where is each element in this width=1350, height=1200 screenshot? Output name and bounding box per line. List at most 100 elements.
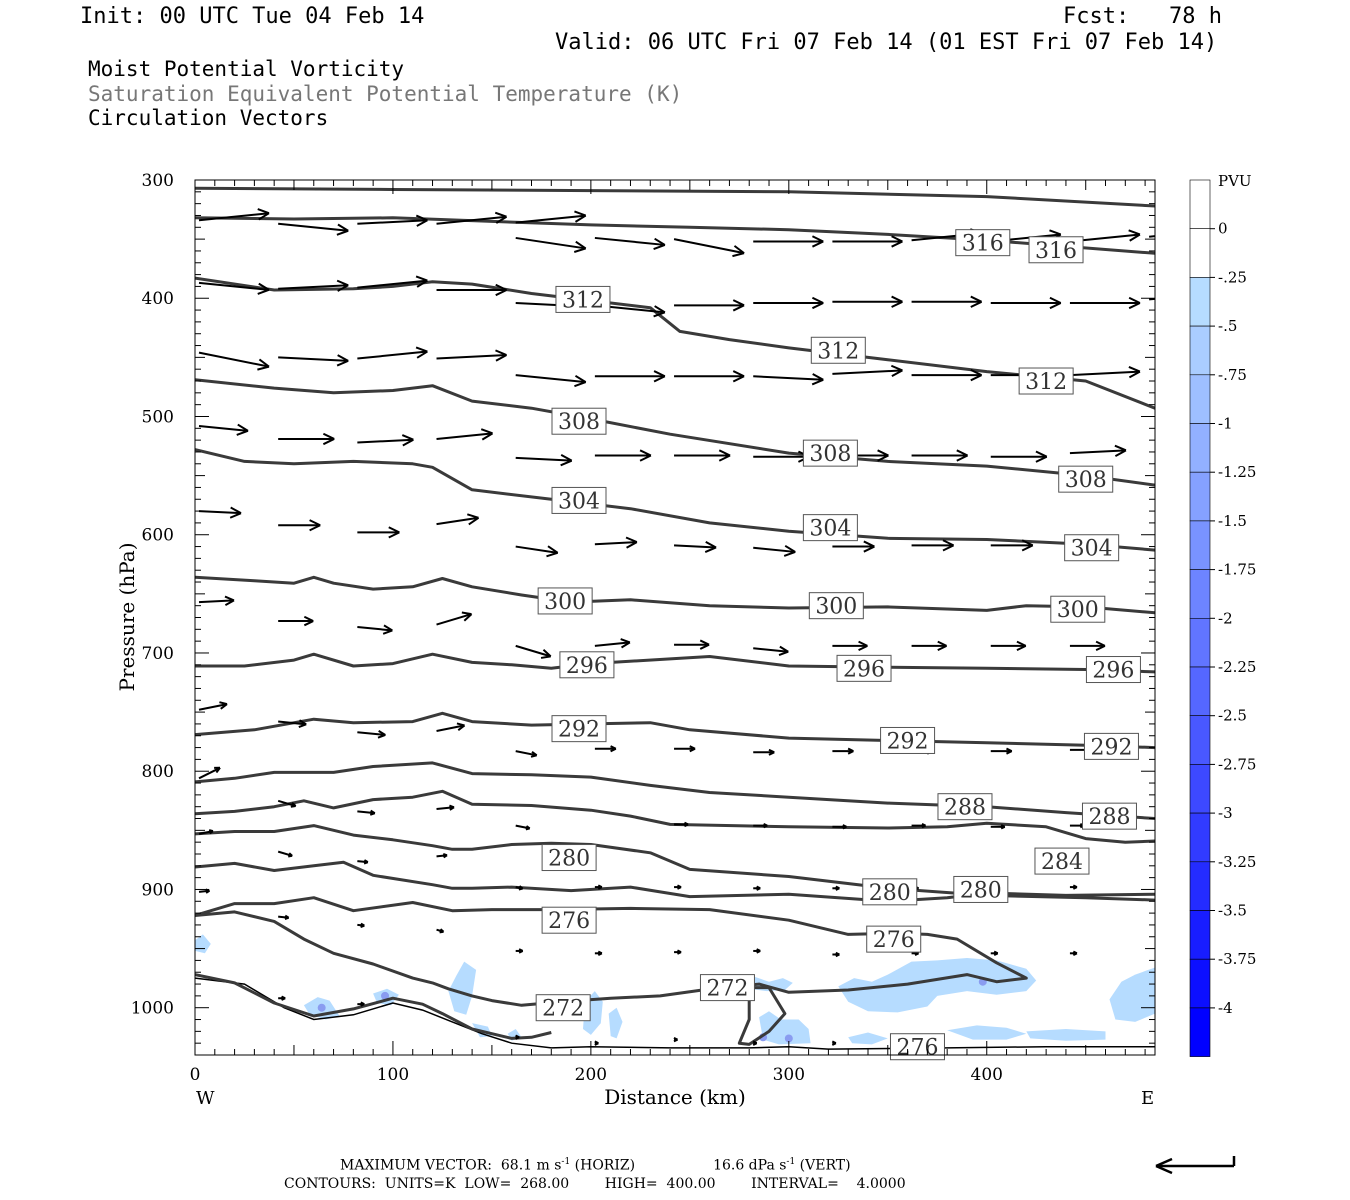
contour-label-text: 308 [1065,468,1107,493]
colorbar-bin [1189,666,1211,717]
contour-label-text: 288 [944,796,986,821]
colorbar-title: PVU [1218,172,1252,190]
circulation-vector [436,349,508,362]
circulation-vector [594,236,666,250]
contour-label-text: 312 [817,339,859,364]
colorbar-label: -3 [1218,804,1233,822]
circulation-vector [832,885,840,891]
contour-label: 280 [953,875,1009,903]
x-tick-label: 100 [377,1065,409,1085]
contour-label: 280 [541,844,597,872]
colorbar-bin [1189,861,1211,911]
contour-label: 308 [802,439,858,467]
contour-label-text: 276 [896,1036,938,1061]
contour-label: 308 [551,407,607,435]
colorbar-bin [1189,423,1211,473]
colorbar-bin [1189,471,1211,522]
contour-label: 292 [880,726,936,754]
circulation-vector [1069,366,1141,379]
colorbar-label: -2.5 [1218,707,1247,725]
circulation-vector [1069,444,1127,457]
circulation-vector [673,238,745,258]
theta-es-contour [195,378,1155,487]
circulation-vector [832,747,854,755]
circulation-vector [753,296,824,310]
x-tick-label: 400 [971,1065,1003,1085]
contour-label-text: 284 [1041,850,1083,875]
circulation-vector [357,275,428,289]
circulation-vector [753,948,761,954]
colorbar-label: -2 [1218,609,1233,627]
contour-label: 288 [1081,802,1137,830]
contour-label: 296 [559,651,615,679]
colorbar-bin [1189,179,1211,230]
contour-label: 272 [699,974,755,1002]
circulation-vector [753,645,789,657]
circulation-vector [198,423,249,436]
theta-es-contour [195,789,1155,844]
colorbar-bin [1189,764,1211,814]
colorbar-label: -.25 [1218,268,1247,286]
theta-es-contour [195,652,1155,674]
circulation-vector [911,640,948,652]
contour-label-text: 304 [1071,537,1113,562]
circulation-vector [674,540,717,553]
contour-label: 292 [1083,732,1139,760]
pv-spot [317,1003,326,1012]
pv-region [1026,1029,1106,1041]
x-tick-label: 300 [773,1065,805,1085]
circulation-vector [674,370,745,383]
y-tick-label: 800 [142,762,174,782]
circulation-vector [990,950,999,956]
circulation-vector [753,235,824,248]
contour-label-text: 304 [558,489,600,514]
circulation-vector [911,822,927,829]
circulation-vector [832,640,868,652]
y-tick-label: 600 [142,526,174,546]
circulation-vector [832,235,903,248]
circulation-vector [594,950,603,956]
contour-label: 276 [866,925,922,953]
circulation-vector [515,545,559,558]
contour-label: 316 [1028,236,1084,264]
circulation-vector [436,928,445,934]
circulation-vector [278,354,349,367]
contour-label: 272 [535,994,591,1022]
colorbar-bin [1189,910,1211,960]
circulation-vector [198,595,235,606]
contour-label-text: 312 [1025,370,1067,395]
circulation-vector [753,373,824,386]
contour-label: 296 [1085,656,1141,684]
circulation-vector [278,432,335,446]
contour-label: 300 [808,592,864,620]
circulation-vector [1069,296,1141,310]
colorbar-label: -1.5 [1218,512,1247,530]
contour-label-text: 292 [558,718,600,743]
colorbar-label: -3.75 [1218,950,1256,968]
pv-region [1109,967,1155,1022]
colorbar-bin [1189,520,1211,570]
contour-label-text: 276 [548,909,590,934]
contour-label: 304 [802,514,858,542]
theta-es-contour [195,276,1155,410]
circulation-vector [278,914,290,921]
circulation-vector [198,766,221,780]
circulation-vector [831,1040,837,1046]
circulation-vector [990,640,1027,652]
circulation-vector [436,804,455,811]
contour-label-text: 300 [1057,598,1099,623]
circulation-vector [515,750,538,758]
circulation-vector [674,449,731,462]
x-end-left: W [196,1088,215,1109]
circulation-vector [752,1040,758,1046]
circulation-vector [515,236,587,253]
circulation-vector [436,722,466,732]
circulation-vector [594,1040,599,1046]
theta-es-contour [737,986,787,1046]
contour-label-text: 296 [566,654,608,679]
theta-es-contour [195,186,1155,208]
colorbar-bin [1189,812,1211,863]
circulation-vector [990,296,1062,310]
pv-spot [784,1034,793,1043]
circulation-vector [911,449,969,462]
